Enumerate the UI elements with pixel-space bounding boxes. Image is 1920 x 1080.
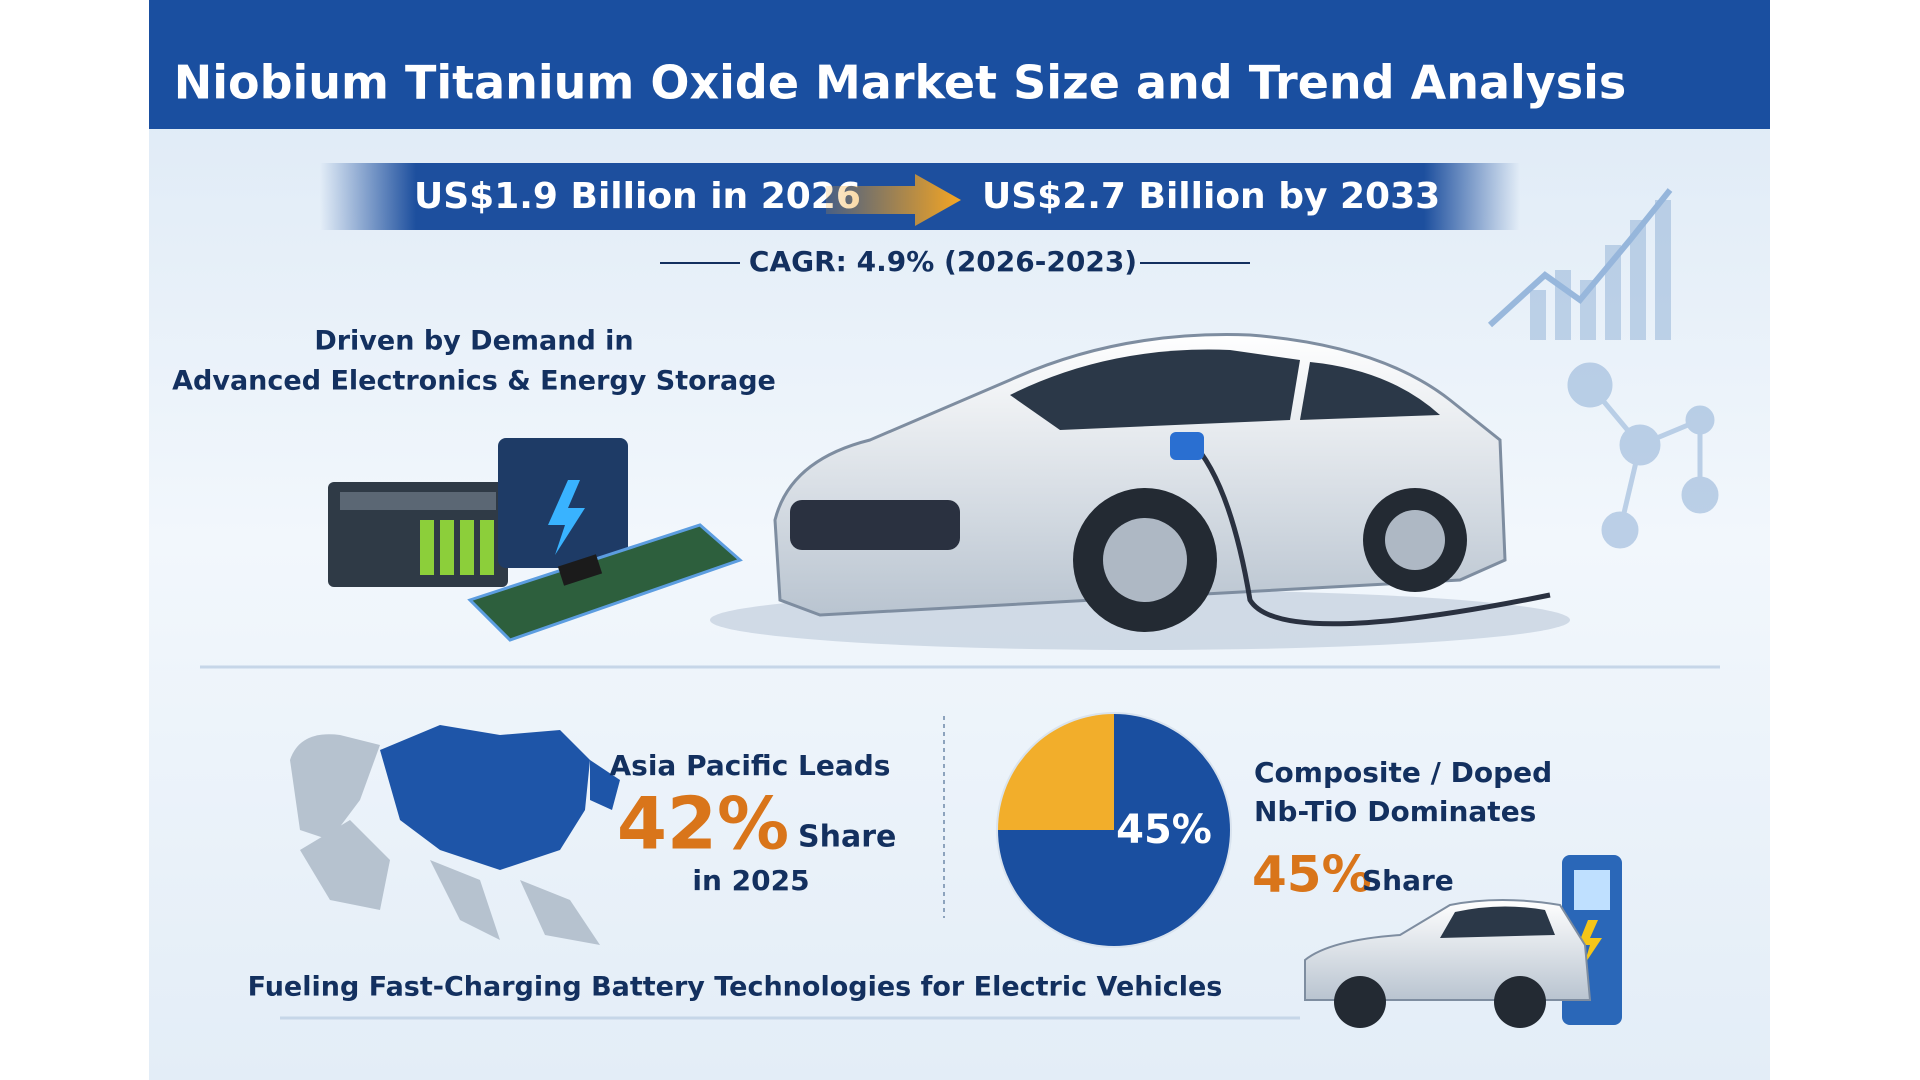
segment-share: 45%: [1252, 846, 1372, 904]
title-band: [149, 0, 1770, 129]
segment-share-word: Share: [1362, 864, 1454, 897]
asia-map: [290, 725, 620, 945]
growth-arrow: [826, 174, 961, 226]
title: Niobium Titanium Oxide Market Size and T…: [174, 56, 1627, 110]
region-share: 42%: [617, 782, 789, 866]
region-share-word: Share: [798, 820, 896, 855]
pie-label: 45%: [1116, 807, 1212, 853]
car-illustration: [710, 333, 1570, 650]
driver-line: Driven by Demand in: [314, 326, 633, 357]
segment-line: Nb-TiO Dominates: [1254, 795, 1536, 828]
molecule-icon: [1567, 362, 1719, 549]
region-year: in 2025: [692, 864, 809, 897]
segment-line: Composite / Doped: [1254, 756, 1552, 789]
footer-text: Fueling Fast-Charging Battery Technologi…: [248, 972, 1223, 1003]
cagr: CAGR: 4.9% (2026-2023): [749, 245, 1137, 278]
market-start: US$1.9 Billion in 2026: [414, 176, 861, 217]
market-end: US$2.7 Billion by 2033: [982, 176, 1440, 217]
driver-line: Advanced Electronics & Energy Storage: [172, 366, 776, 397]
battery-illustration: [328, 438, 743, 642]
region-heading: Asia Pacific Leads: [610, 749, 891, 782]
trend-icon: [1487, 188, 1673, 340]
pie-illustration: [996, 712, 1232, 948]
charging-car-illustration: [1304, 855, 1622, 1028]
